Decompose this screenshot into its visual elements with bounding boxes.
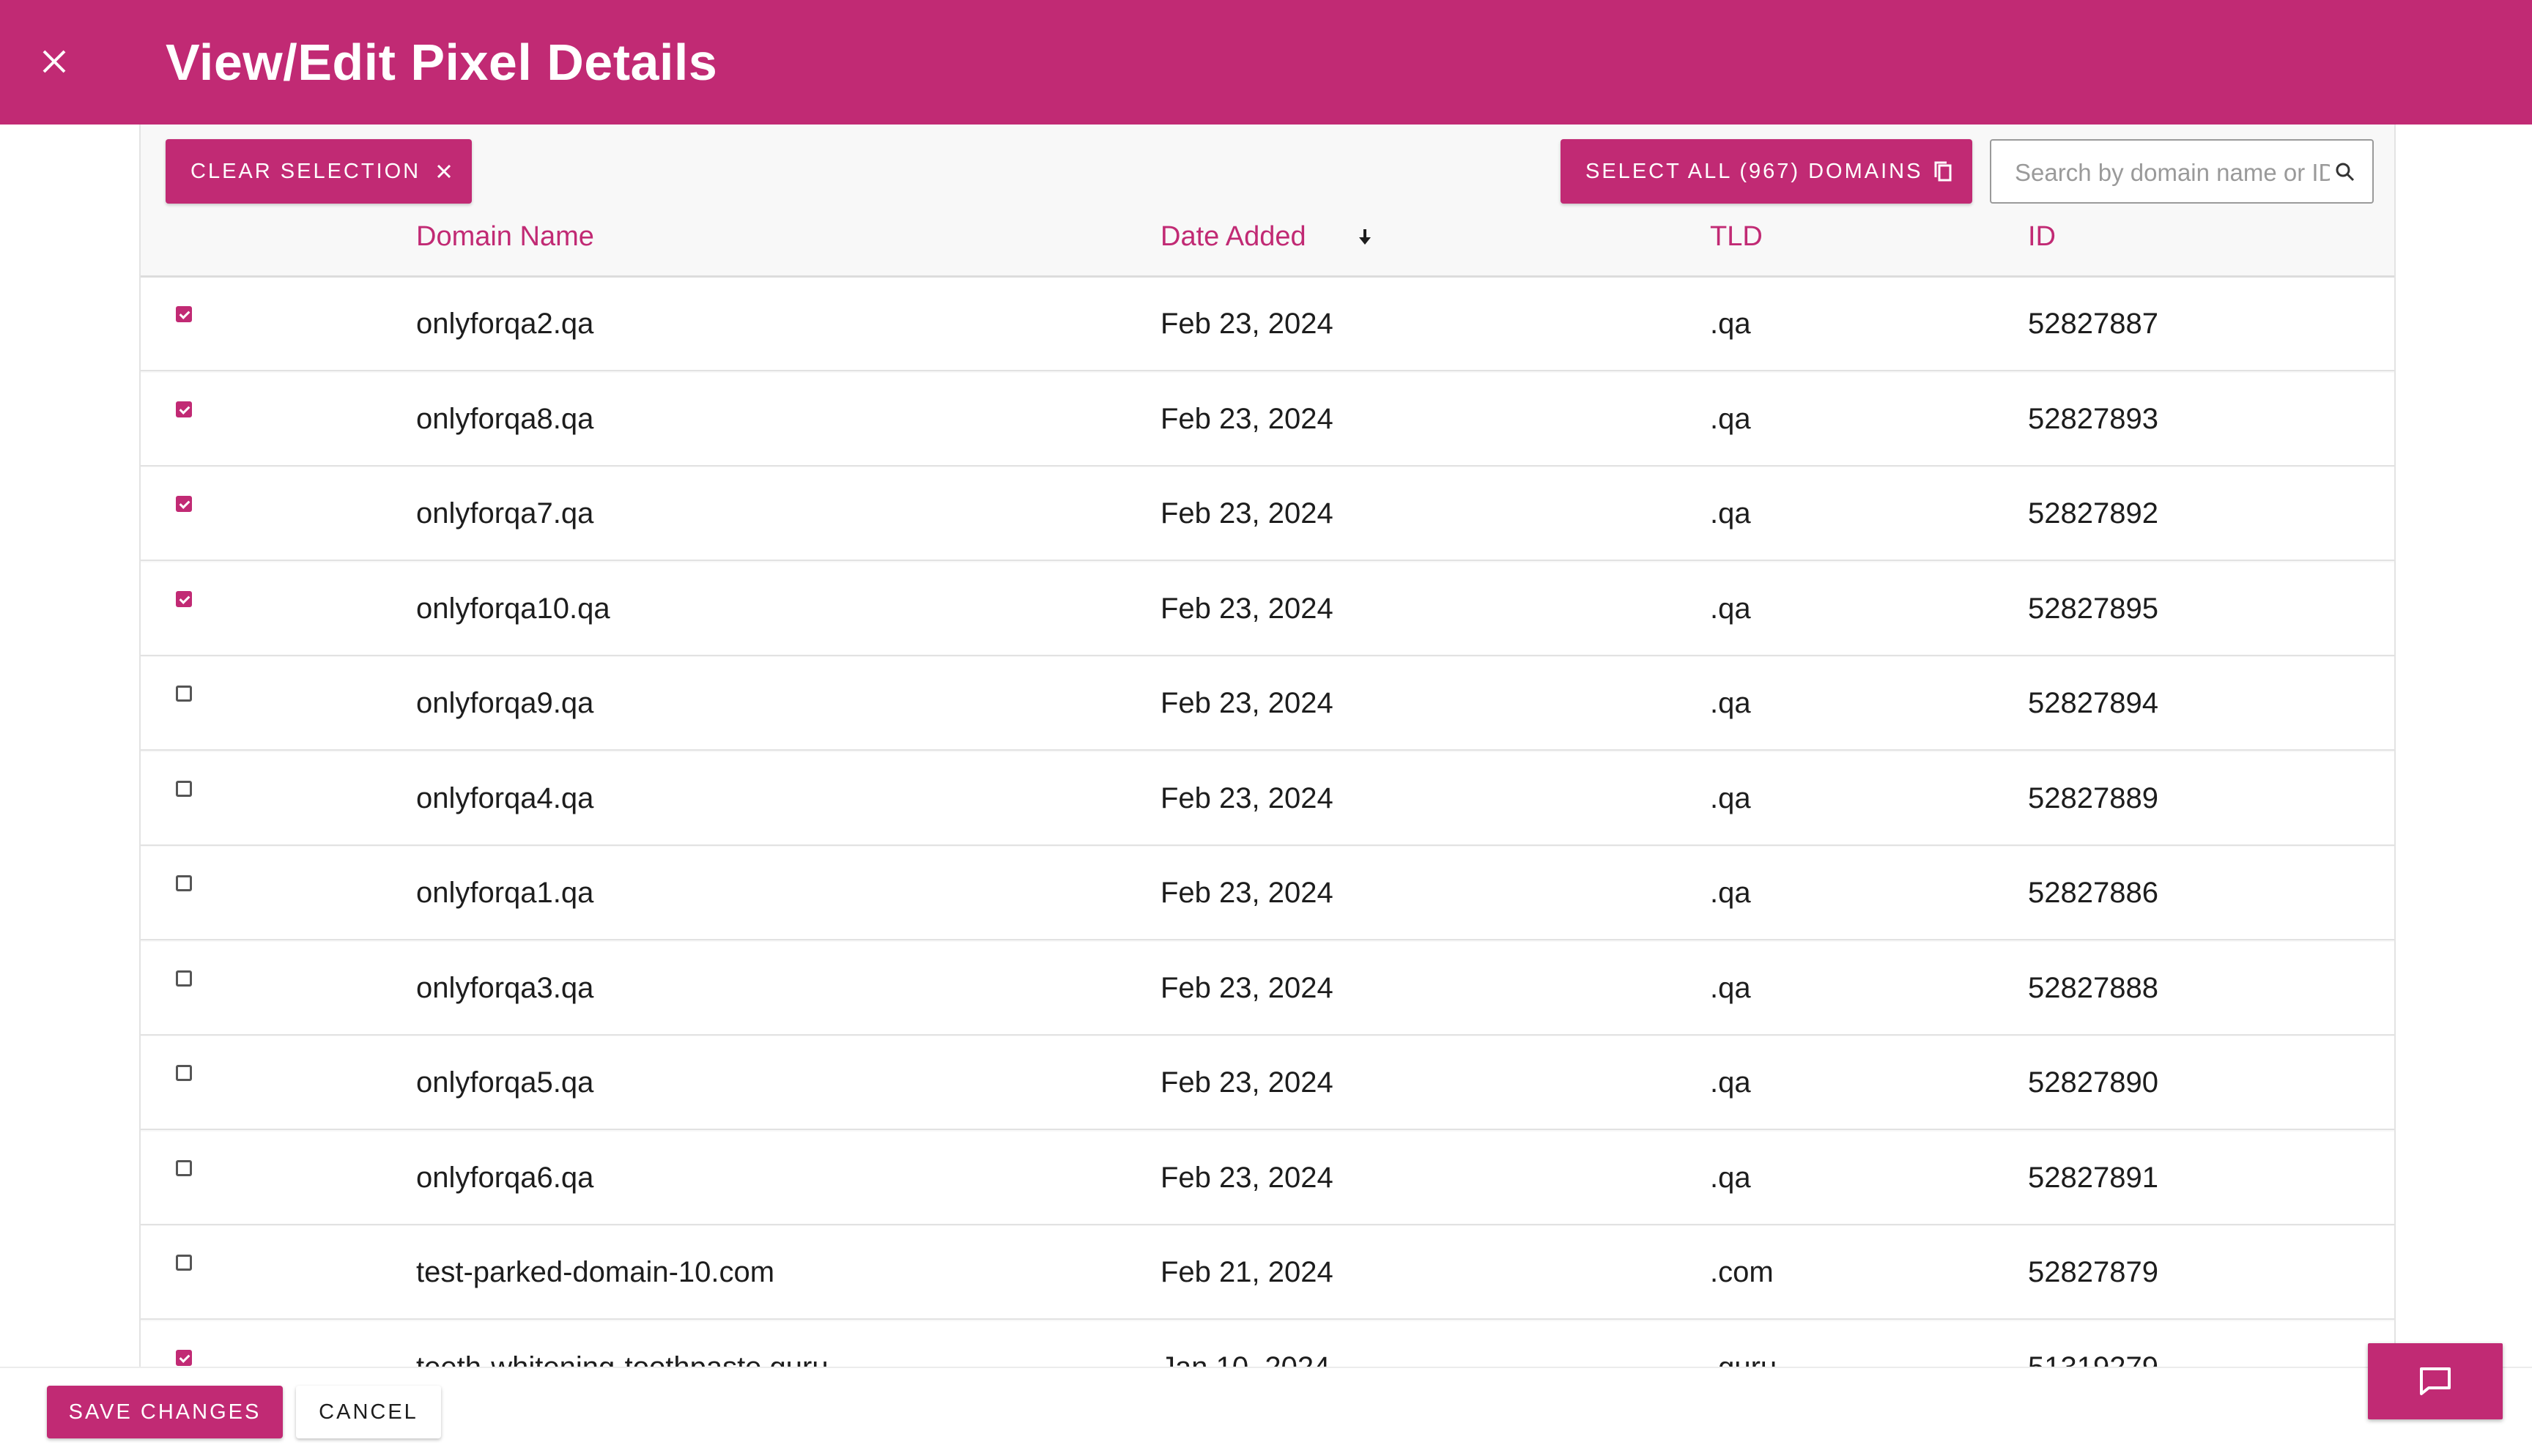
cell-tld: .qa xyxy=(1710,781,1751,814)
cell-date-added: Feb 23, 2024 xyxy=(1160,497,1333,530)
cell-domain: onlyforqa6.qa xyxy=(416,1161,594,1194)
row-checkbox[interactable] xyxy=(176,590,192,607)
cell-id: 52827889 xyxy=(2028,781,2158,814)
cell-id: 52827894 xyxy=(2028,687,2158,719)
table-row[interactable]: onlyforqa5.qa Feb 23, 2024 .qa 52827890 xyxy=(141,1036,2394,1130)
table-row[interactable]: onlyforqa2.qa Feb 23, 2024 .qa 52827887 xyxy=(141,278,2394,371)
table-row[interactable]: onlyforqa10.qa Feb 23, 2024 .qa 52827895 xyxy=(141,562,2394,656)
cell-domain: teeth-whitening-toothpaste.guru xyxy=(416,1349,829,1367)
page-header: View/Edit Pixel Details xyxy=(0,0,2532,125)
close-icon xyxy=(437,164,451,179)
clear-selection-button[interactable]: CLEAR SELECTION xyxy=(166,139,472,204)
cell-date-added: Feb 23, 2024 xyxy=(1160,308,1333,340)
cell-date-added: Jan 10, 2024 xyxy=(1160,1349,1330,1367)
select-all-label: SELECT ALL (967) DOMAINS xyxy=(1585,159,1923,183)
cell-date-added: Feb 23, 2024 xyxy=(1160,877,1333,909)
close-button[interactable] xyxy=(31,38,78,85)
chat-button[interactable] xyxy=(2368,1343,2503,1419)
select-all-domains-button[interactable]: SELECT ALL (967) DOMAINS xyxy=(1561,139,1972,204)
save-changes-button[interactable]: SAVE CHANGES xyxy=(47,1386,283,1438)
chat-icon xyxy=(2420,1367,2451,1395)
cell-tld: .qa xyxy=(1710,402,1751,435)
cell-domain: onlyforqa10.qa xyxy=(416,592,610,625)
cell-id: 52827879 xyxy=(2028,1256,2158,1288)
cell-tld: .guru xyxy=(1710,1349,1777,1367)
cell-date-added: Feb 23, 2024 xyxy=(1160,971,1333,1004)
cell-domain: onlyforqa2.qa xyxy=(416,308,594,340)
table-row[interactable]: onlyforqa8.qa Feb 23, 2024 .qa 52827893 xyxy=(141,372,2394,467)
cell-tld: .com xyxy=(1710,1256,1774,1288)
table-row[interactable]: test-parked-domain-10.com Feb 21, 2024 .co… xyxy=(141,1226,2394,1320)
row-checkbox[interactable] xyxy=(176,496,192,512)
cell-tld: .qa xyxy=(1710,592,1751,625)
column-header-domain-name[interactable]: Domain Name xyxy=(416,221,594,252)
row-checkbox[interactable] xyxy=(176,1159,192,1176)
cell-domain: test-parked-domain-10.com xyxy=(416,1256,775,1288)
cell-date-added: Feb 23, 2024 xyxy=(1160,1161,1333,1194)
search-icon[interactable] xyxy=(2334,161,2356,187)
cell-date-added: Feb 23, 2024 xyxy=(1160,687,1333,719)
row-checkbox[interactable] xyxy=(176,875,192,891)
column-header-tld[interactable]: TLD xyxy=(1710,221,1763,252)
cell-domain: onlyforqa1.qa xyxy=(416,877,594,909)
row-checkbox[interactable] xyxy=(176,1065,192,1081)
search-field[interactable] xyxy=(1990,139,2374,204)
cell-date-added: Feb 23, 2024 xyxy=(1160,1066,1333,1099)
cell-date-added: Feb 23, 2024 xyxy=(1160,781,1333,814)
cell-id: 52827886 xyxy=(2028,877,2158,909)
cell-tld: .qa xyxy=(1710,1161,1751,1194)
cell-domain: onlyforqa9.qa xyxy=(416,687,594,719)
row-checkbox[interactable] xyxy=(176,970,192,987)
cell-id: 52827892 xyxy=(2028,497,2158,530)
cell-domain: onlyforqa8.qa xyxy=(416,402,594,435)
cell-id: 52827888 xyxy=(2028,971,2158,1004)
cell-tld: .qa xyxy=(1710,1066,1751,1099)
cancel-button[interactable]: CANCEL xyxy=(296,1386,441,1438)
footer-bar: SAVE CHANGES CANCEL xyxy=(0,1367,2532,1456)
cell-domain: onlyforqa5.qa xyxy=(416,1066,594,1099)
cell-tld: .qa xyxy=(1710,687,1751,719)
table-row[interactable]: onlyforqa1.qa Feb 23, 2024 .qa 52827886 xyxy=(141,847,2394,940)
table-row[interactable]: onlyforqa3.qa Feb 23, 2024 .qa 52827888 xyxy=(141,941,2394,1036)
table-row[interactable]: onlyforqa9.qa Feb 23, 2024 .qa 52827894 xyxy=(141,657,2394,751)
copy-icon xyxy=(1933,160,1953,183)
table-row[interactable]: onlyforqa7.qa Feb 23, 2024 .qa 52827892 xyxy=(141,467,2394,561)
clear-selection-label: CLEAR SELECTION xyxy=(190,159,421,183)
table-row[interactable]: onlyforqa4.qa Feb 23, 2024 .qa 52827889 xyxy=(141,751,2394,846)
table-row[interactable]: teeth-whitening-toothpaste.guru Jan 10, 2… xyxy=(141,1321,2394,1367)
cell-domain: onlyforqa7.qa xyxy=(416,497,594,530)
close-icon xyxy=(42,50,66,73)
cell-id: 52827895 xyxy=(2028,592,2158,625)
row-checkbox[interactable] xyxy=(176,780,192,797)
cell-date-added: Feb 21, 2024 xyxy=(1160,1256,1333,1288)
cell-id: 52827887 xyxy=(2028,308,2158,340)
table-row[interactable]: onlyforqa6.qa Feb 23, 2024 .qa 52827891 xyxy=(141,1131,2394,1225)
row-checkbox[interactable] xyxy=(176,306,192,322)
cell-date-added: Feb 23, 2024 xyxy=(1160,402,1333,435)
cell-date-added: Feb 23, 2024 xyxy=(1160,592,1333,625)
cell-id: 52827893 xyxy=(2028,402,2158,435)
cell-id: 52827890 xyxy=(2028,1066,2158,1099)
arrow-down-icon[interactable] xyxy=(1357,229,1373,251)
page-title: View/Edit Pixel Details xyxy=(166,34,718,91)
cell-tld: .qa xyxy=(1710,308,1751,340)
cell-tld: .qa xyxy=(1710,497,1751,530)
row-checkbox[interactable] xyxy=(176,401,192,417)
cell-domain: onlyforqa4.qa xyxy=(416,781,594,814)
column-header-id[interactable]: ID xyxy=(2028,221,2056,252)
cell-tld: .qa xyxy=(1710,877,1751,909)
cell-domain: onlyforqa3.qa xyxy=(416,971,594,1004)
cell-id: 51319279 xyxy=(2028,1349,2158,1367)
search-input[interactable] xyxy=(2013,154,2331,192)
header-divider xyxy=(141,275,2394,278)
row-checkbox[interactable] xyxy=(176,1255,192,1271)
domains-panel: CLEAR SELECTION SELECT ALL (967) DOMAINS… xyxy=(139,125,2396,1367)
row-checkbox[interactable] xyxy=(176,1349,192,1366)
row-checkbox[interactable] xyxy=(176,686,192,702)
cell-id: 52827891 xyxy=(2028,1161,2158,1194)
column-header-date-added[interactable]: Date Added xyxy=(1160,221,1306,252)
cell-tld: .qa xyxy=(1710,971,1751,1004)
